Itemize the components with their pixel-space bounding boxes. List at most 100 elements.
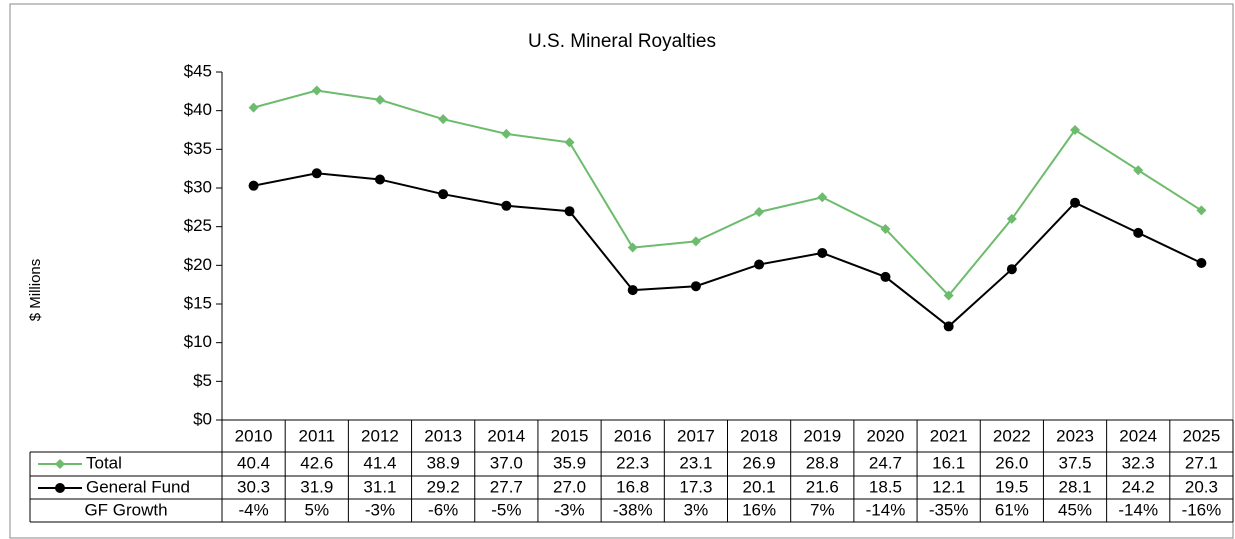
series-line (253, 172, 1202, 328)
marker (627, 285, 638, 296)
table-cell: 35.9 (553, 453, 586, 472)
marker (690, 281, 701, 292)
marker (627, 242, 638, 253)
y-axis-label: $ Millions (27, 259, 44, 322)
x-tick-label: 2022 (993, 426, 1031, 445)
y-tick-label: $0 (193, 409, 212, 428)
table-cell: 20.3 (1185, 477, 1218, 496)
table-cell: -38% (613, 500, 653, 519)
marker (564, 206, 575, 217)
x-tick-label: 2017 (677, 426, 715, 445)
table-cell: 23.1 (679, 453, 712, 472)
marker (880, 271, 891, 282)
x-tick-label: 2011 (299, 426, 336, 445)
marker (438, 189, 449, 200)
marker (501, 128, 512, 139)
y-tick-label: $25 (184, 216, 212, 235)
table-cell: 5% (304, 500, 329, 519)
table-cell: 16% (742, 500, 776, 519)
table-cell: 26.0 (995, 453, 1028, 472)
table-cell: 7% (810, 500, 835, 519)
table-cell: 41.4 (363, 453, 396, 472)
legend-marker (55, 483, 65, 493)
chart-frame (9, 3, 1234, 539)
table-cell: 31.1 (363, 477, 396, 496)
marker (1196, 258, 1207, 269)
table-cell: 19.5 (995, 477, 1028, 496)
table-cell: -4% (238, 500, 268, 519)
x-tick-label: 2012 (361, 426, 399, 445)
x-tick-label: 2015 (551, 426, 589, 445)
x-tick-label: 2010 (235, 426, 273, 445)
table-cell: 28.1 (1058, 477, 1091, 496)
series-line (253, 89, 1202, 298)
table-cell: -5% (491, 500, 521, 519)
marker (1006, 264, 1017, 275)
x-tick-label: 2014 (487, 426, 525, 445)
marker (1070, 197, 1081, 208)
marker (1133, 165, 1144, 176)
table-cell: 28.8 (806, 453, 839, 472)
marker (374, 174, 385, 185)
table-cell: -6% (428, 500, 458, 519)
marker (1070, 125, 1081, 135)
table-cell: 24.2 (1122, 477, 1155, 496)
marker (943, 290, 954, 301)
table-cell: 26.9 (743, 453, 776, 472)
table-cell: 45% (1058, 500, 1092, 519)
marker (1133, 227, 1144, 238)
table-cell: 18.5 (869, 477, 902, 496)
table-cell: -3% (554, 500, 584, 519)
table-cell: 21.6 (806, 477, 839, 496)
y-tick-label: $5 (193, 371, 212, 390)
marker (311, 168, 322, 179)
table-cell: 3% (684, 500, 709, 519)
x-tick-label: 2016 (614, 426, 652, 445)
table-cell: 12.1 (932, 477, 965, 496)
table-cell: 29.2 (427, 477, 460, 496)
table-cell: 27.1 (1185, 453, 1218, 472)
table-cell: 38.9 (427, 453, 460, 472)
table-cell: -16% (1182, 500, 1222, 519)
marker (248, 180, 259, 191)
legend-label: General Fund (86, 477, 190, 496)
table-cell: 40.4 (237, 453, 270, 472)
table-cell: 61% (995, 500, 1029, 519)
marker (501, 200, 512, 211)
x-tick-label: 2021 (930, 426, 968, 445)
table-cell: 42.6 (300, 453, 333, 472)
marker (311, 85, 322, 96)
table-cell: 24.7 (869, 453, 902, 472)
marker (1006, 213, 1017, 224)
table-cell: 27.0 (553, 477, 586, 496)
legend-marker (55, 459, 65, 469)
table-cell: -3% (365, 500, 395, 519)
marker (754, 206, 765, 217)
marker (880, 223, 891, 234)
marker (817, 192, 828, 203)
y-tick-label: $35 (184, 139, 212, 158)
x-tick-label: 2025 (1182, 426, 1220, 445)
x-tick-label: 2023 (1056, 426, 1094, 445)
table-cell: 17.3 (679, 477, 712, 496)
marker (564, 137, 575, 148)
y-tick-label: $40 (184, 100, 212, 119)
x-tick-label: 2018 (740, 426, 778, 445)
marker (690, 236, 701, 247)
marker (817, 247, 828, 258)
table-cell: 16.8 (616, 477, 649, 496)
table-cell: 37.0 (490, 453, 523, 472)
marker (248, 102, 259, 113)
table-cell: -14% (866, 500, 906, 519)
table-cell: 30.3 (237, 477, 270, 496)
y-tick-label: $30 (184, 177, 212, 196)
chart-title: U.S. Mineral Royalties (528, 31, 716, 52)
table-cell: 16.1 (932, 453, 965, 472)
x-tick-label: 2019 (803, 426, 841, 445)
y-tick-label: $10 (184, 332, 212, 351)
table-cell: 22.3 (616, 453, 649, 472)
row-label: GF Growth (84, 500, 167, 519)
table-cell: 32.3 (1122, 453, 1155, 472)
marker (1196, 205, 1207, 216)
marker (438, 114, 449, 125)
